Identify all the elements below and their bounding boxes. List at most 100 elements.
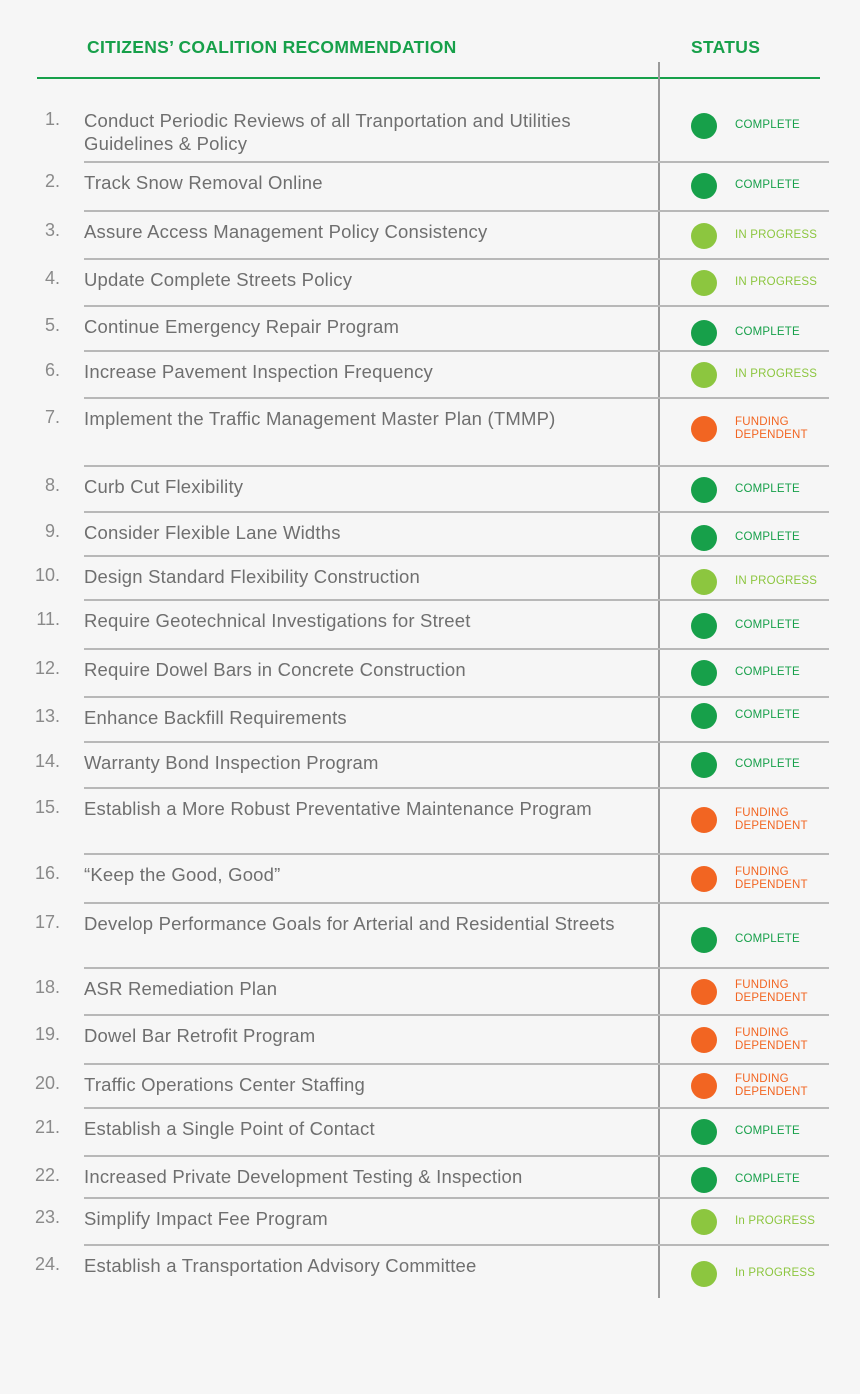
row-number: 18. [34, 977, 60, 997]
row-separator [84, 1014, 829, 1016]
row-separator [84, 1244, 829, 1246]
row-number: 19. [34, 1024, 60, 1044]
row-separator [84, 741, 829, 743]
recommendation-text: Simplify Impact Fee Program [84, 1208, 328, 1229]
row-separator [84, 1063, 829, 1065]
row-number: 8. [44, 475, 60, 495]
table-row: 16. “Keep the Good, Good” FUNDING DEPENDEN… [0, 855, 860, 904]
row-number: 11. [36, 609, 60, 629]
row-separator [84, 1197, 829, 1199]
row-number: 4. [44, 268, 60, 288]
table-row: 20. Traffic Operations Center Staffing FUN… [0, 1065, 860, 1109]
status-label: COMPLETE [735, 1125, 800, 1138]
recommendation-text: Establish a More Robust Preventative Mai… [84, 798, 592, 819]
status-label: COMPLETE [735, 933, 800, 946]
recommendation-text: Assure Access Management Policy Consiste… [84, 221, 488, 242]
row-number: 2. [44, 171, 60, 191]
table-row: 15. Establish a More Robust Preventative … [0, 789, 860, 855]
row-number: 20. [34, 1073, 60, 1093]
table-row: 24. Establish a Transportation Advisory C… [0, 1246, 860, 1300]
row-separator [84, 210, 829, 212]
table-row: 23. Simplify Impact Fee Program In PROGRES… [0, 1199, 860, 1246]
table-row: 14. Warranty Bond Inspection Program COMPL… [0, 743, 860, 789]
status-label: COMPLETE [735, 119, 800, 132]
status-dot-icon [691, 703, 717, 729]
row-number: 10. [34, 565, 60, 585]
recommendation-text: Increased Private Development Testing & … [84, 1166, 523, 1187]
row-number: 6. [44, 360, 60, 380]
status-label: COMPLETE [735, 1173, 800, 1186]
row-number: 16. [34, 863, 60, 883]
status-label: FUNDING DEPENDENT [735, 1026, 808, 1053]
table-row: 8. Curb Cut Flexibility COMPLETE [0, 467, 860, 513]
column-divider [658, 62, 660, 1298]
row-separator [84, 1155, 829, 1157]
recommendation-text: Design Standard Flexibility Construction [84, 566, 421, 587]
status-label: COMPLETE [735, 758, 800, 771]
status-dot-icon [691, 660, 717, 686]
row-number: 5. [44, 315, 60, 335]
row-number: 24. [34, 1254, 60, 1274]
status-dot-icon [691, 416, 717, 442]
table-row: 21. Establish a Single Point of Contact CO… [0, 1109, 860, 1157]
status-dot-icon [691, 927, 717, 953]
recommendation-text: “Keep the Good, Good” [84, 864, 281, 885]
row-separator [84, 853, 829, 855]
status-dot-icon [691, 1073, 717, 1099]
row-separator [84, 465, 829, 467]
row-separator [84, 1107, 829, 1109]
row-number: 21. [34, 1117, 60, 1137]
table-row: 1. Conduct Periodic Reviews of all Tranpo… [0, 101, 860, 163]
status-label: FUNDING DEPENDENT [735, 978, 808, 1005]
recommendation-text: Enhance Backfill Requirements [84, 707, 347, 728]
table-row: 11. Require Geotechnical Investigations f… [0, 601, 860, 650]
status-label: IN PROGRESS [735, 368, 818, 381]
status-label: FUNDING DEPENDENT [735, 806, 808, 833]
table-row: 7. Implement the Traffic Management Maste… [0, 399, 860, 467]
row-number: 12. [34, 658, 60, 678]
row-number: 1. [44, 109, 60, 129]
status-dot-icon [691, 1027, 717, 1053]
row-number: 13. [34, 706, 60, 726]
status-dot-icon [691, 1167, 717, 1193]
recommendation-text: Warranty Bond Inspection Program [84, 752, 379, 773]
table-row: 17. Develop Performance Goals for Arteria… [0, 904, 860, 969]
recommendation-text: Consider Flexible Lane Widths [84, 522, 341, 543]
row-number: 17. [34, 912, 60, 932]
status-dot-icon [691, 613, 717, 639]
status-label: COMPLETE [735, 666, 800, 679]
table-row: 19. Dowel Bar Retrofit Program FUNDING DEP… [0, 1016, 860, 1065]
status-column-header: STATUS [691, 37, 761, 57]
table-row: 22. Increased Private Development Testing… [0, 1157, 860, 1199]
table-row: 3. Assure Access Management Policy Consis… [0, 212, 860, 260]
row-separator [84, 696, 829, 698]
recommendation-text: Dowel Bar Retrofit Program [84, 1025, 316, 1046]
status-label: FUNDING DEPENDENT [735, 865, 808, 892]
table-row: 12. Require Dowel Bars in Concrete Constr… [0, 650, 860, 698]
row-number: 9. [44, 521, 60, 541]
status-dot-icon [691, 979, 717, 1005]
header-rule [37, 77, 820, 79]
status-label: COMPLETE [735, 531, 800, 544]
row-separator [84, 555, 829, 557]
recommendation-text: Continue Emergency Repair Program [84, 316, 400, 337]
recommendation-column-header: CITIZENS’ COALITION RECOMMENDATION [87, 37, 457, 57]
table-row: 9. Consider Flexible Lane Widths COMPLETE [0, 513, 860, 557]
recommendation-text: Require Geotechnical Investigations for … [84, 610, 471, 631]
status-label: COMPLETE [735, 483, 800, 496]
row-separator [84, 258, 829, 260]
table-row: 6. Increase Pavement Inspection Frequency… [0, 352, 860, 399]
recommendation-text: Implement the Traffic Management Master … [84, 408, 556, 429]
recommendation-text: Conduct Periodic Reviews of all Tranport… [84, 110, 571, 154]
status-dot-icon [691, 752, 717, 778]
row-number: 23. [34, 1207, 60, 1227]
row-separator [84, 648, 829, 650]
status-label: FUNDING DEPENDENT [735, 1072, 808, 1099]
row-separator [84, 161, 829, 163]
row-separator [84, 599, 829, 601]
status-label: IN PROGRESS [735, 575, 818, 588]
table-row: 10. Design Standard Flexibility Construct… [0, 557, 860, 601]
table-row: 2. Track Snow Removal Online COMPLETE [0, 163, 860, 212]
table-row: 18. ASR Remediation Plan FUNDING DEPENDENT [0, 969, 860, 1016]
